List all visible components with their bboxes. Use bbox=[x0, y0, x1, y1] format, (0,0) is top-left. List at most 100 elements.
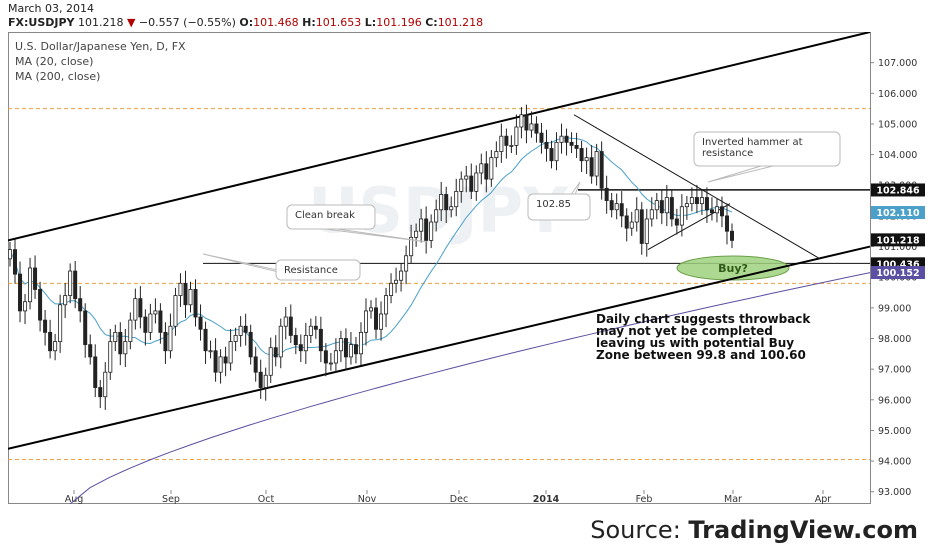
candle[interactable] bbox=[609, 200, 614, 211]
ma200-line[interactable] bbox=[69, 272, 871, 505]
upper-channel-line[interactable] bbox=[7, 31, 871, 242]
candle[interactable] bbox=[444, 194, 449, 211]
candle[interactable] bbox=[454, 190, 459, 208]
candle[interactable] bbox=[654, 200, 659, 211]
candle[interactable] bbox=[13, 249, 18, 275]
candle[interactable] bbox=[153, 310, 158, 315]
candle[interactable] bbox=[353, 344, 358, 355]
candle[interactable] bbox=[218, 356, 223, 373]
candle[interactable] bbox=[494, 151, 499, 159]
candle[interactable] bbox=[464, 175, 469, 180]
candle[interactable] bbox=[368, 307, 373, 312]
candle[interactable] bbox=[684, 203, 689, 208]
candle[interactable] bbox=[68, 270, 73, 296]
candle[interactable] bbox=[98, 387, 103, 398]
candle[interactable] bbox=[709, 209, 714, 214]
candle[interactable] bbox=[313, 325, 318, 330]
candle[interactable] bbox=[288, 316, 293, 336]
candle[interactable] bbox=[374, 307, 379, 330]
candle[interactable] bbox=[529, 123, 534, 131]
candle[interactable] bbox=[554, 141, 559, 162]
candle[interactable] bbox=[514, 126, 519, 146]
candle[interactable] bbox=[629, 221, 634, 229]
candle[interactable] bbox=[363, 310, 368, 333]
candle[interactable] bbox=[614, 203, 619, 211]
candle[interactable] bbox=[38, 289, 43, 321]
candle[interactable] bbox=[183, 282, 188, 306]
candle[interactable] bbox=[399, 270, 404, 281]
candle[interactable] bbox=[414, 230, 419, 238]
candle[interactable] bbox=[63, 295, 68, 306]
candle[interactable] bbox=[253, 356, 258, 373]
legend-ma200[interactable]: MA (200, close) bbox=[15, 70, 101, 83]
candle[interactable] bbox=[333, 350, 338, 364]
candle[interactable] bbox=[48, 331, 53, 352]
candle[interactable] bbox=[534, 123, 539, 134]
candle[interactable] bbox=[539, 132, 544, 143]
candle[interactable] bbox=[73, 270, 78, 300]
candle[interactable] bbox=[694, 197, 699, 205]
candle[interactable] bbox=[389, 282, 394, 296]
candle[interactable] bbox=[569, 141, 574, 146]
candle[interactable] bbox=[358, 331, 363, 355]
candle[interactable] bbox=[208, 350, 213, 353]
lower-channel-line[interactable] bbox=[7, 245, 871, 450]
candle[interactable] bbox=[689, 197, 694, 205]
candle[interactable] bbox=[43, 319, 48, 333]
candle[interactable] bbox=[343, 338, 348, 358]
symbol-label[interactable]: FX:USDJPY bbox=[8, 16, 75, 29]
candle[interactable] bbox=[258, 371, 263, 388]
chart-area[interactable]: USDJPY 93.000 94.000 95.000 96.000 97.000 98.0… bbox=[7, 31, 926, 505]
candle[interactable] bbox=[28, 267, 33, 303]
price-102-85-callout-box[interactable] bbox=[527, 193, 591, 221]
candle[interactable] bbox=[53, 341, 58, 352]
candle[interactable] bbox=[103, 371, 108, 398]
candle[interactable] bbox=[223, 356, 228, 364]
candle[interactable] bbox=[323, 350, 328, 364]
candle[interactable] bbox=[619, 203, 624, 217]
candle[interactable] bbox=[248, 331, 253, 358]
candle[interactable] bbox=[83, 310, 88, 346]
candle[interactable] bbox=[549, 148, 554, 162]
candle[interactable] bbox=[188, 289, 193, 306]
candle[interactable] bbox=[674, 218, 679, 226]
candle[interactable] bbox=[489, 157, 494, 180]
candle[interactable] bbox=[394, 279, 399, 284]
candle[interactable] bbox=[404, 255, 409, 272]
candle[interactable] bbox=[434, 209, 439, 223]
legend-ma20[interactable]: MA (20, close) bbox=[15, 55, 94, 68]
candle[interactable] bbox=[138, 298, 143, 318]
clean-break-callout-box[interactable] bbox=[286, 204, 376, 230]
candle[interactable] bbox=[544, 141, 549, 149]
candle[interactable] bbox=[93, 356, 98, 388]
price-chart[interactable]: USDJPY93.00094.00095.00096.00097.00098.0… bbox=[7, 31, 926, 505]
candle[interactable] bbox=[293, 335, 298, 346]
candle[interactable] bbox=[649, 209, 654, 220]
candle[interactable] bbox=[419, 218, 424, 232]
candle[interactable] bbox=[133, 298, 138, 321]
candle[interactable] bbox=[409, 236, 414, 257]
candle[interactable] bbox=[724, 215, 729, 232]
candle[interactable] bbox=[273, 347, 278, 358]
candle[interactable] bbox=[58, 304, 63, 342]
candle[interactable] bbox=[559, 135, 564, 143]
candle[interactable] bbox=[659, 200, 664, 214]
candle[interactable] bbox=[604, 187, 609, 201]
candle[interactable] bbox=[679, 206, 684, 226]
candle[interactable] bbox=[278, 325, 283, 358]
candle[interactable] bbox=[429, 221, 434, 241]
candle[interactable] bbox=[719, 206, 724, 217]
candle[interactable] bbox=[108, 341, 113, 373]
candle[interactable] bbox=[283, 316, 288, 327]
candle[interactable] bbox=[519, 114, 524, 128]
candle[interactable] bbox=[699, 197, 704, 205]
candle[interactable] bbox=[384, 295, 389, 315]
candle[interactable] bbox=[348, 344, 353, 358]
candle[interactable] bbox=[579, 148, 584, 162]
candle[interactable] bbox=[589, 157, 594, 177]
candle[interactable] bbox=[263, 374, 268, 388]
candle[interactable] bbox=[233, 335, 238, 342]
candle[interactable] bbox=[168, 325, 173, 352]
candle[interactable] bbox=[78, 298, 83, 312]
candle[interactable] bbox=[173, 295, 178, 327]
